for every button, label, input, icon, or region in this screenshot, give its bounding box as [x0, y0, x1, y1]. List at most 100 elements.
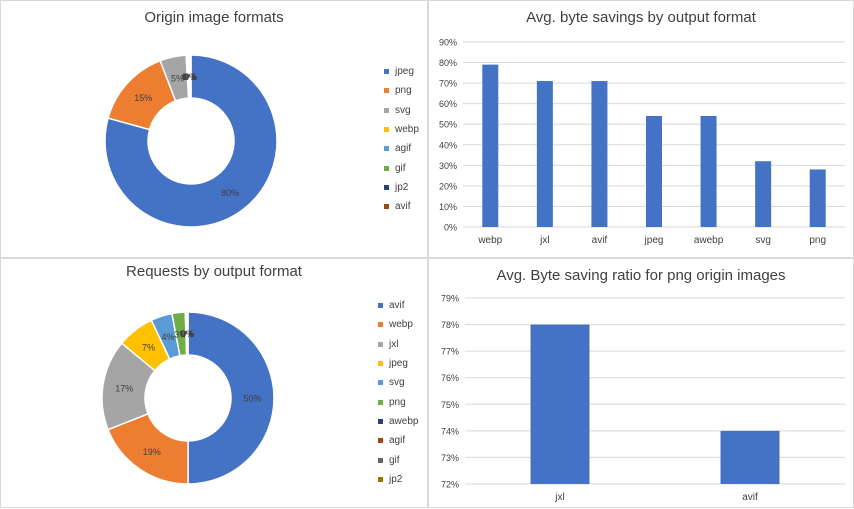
slice-label: 4%: [162, 332, 175, 342]
legend-item-webp: webp: [378, 315, 418, 334]
requests-donut: 50%19%17%7%4%3%0%0%0%0%: [101, 311, 275, 485]
legend-label: gif: [395, 162, 406, 174]
legend-label: agif: [389, 435, 406, 447]
origin-formats-panel: Origin image formats 80%15%5%0%0%0%0%0% …: [0, 0, 428, 258]
slice-label: 5%: [171, 73, 184, 83]
legend-label: agif: [395, 143, 412, 155]
legend-swatch: [378, 399, 383, 405]
y-tick-label: 79%: [441, 294, 459, 304]
x-tick-label: jpeg: [644, 235, 664, 246]
y-tick-label: 30%: [439, 161, 457, 171]
bar-avif: [720, 430, 780, 484]
legend-swatch: [378, 361, 383, 367]
slice-label: 3%: [174, 329, 187, 339]
requests-legend: avif webp jxl jpeg svg png awebp agif gif jp2: [378, 296, 418, 489]
slice-label: 19%: [143, 447, 161, 457]
legend-swatch: [384, 88, 389, 94]
y-tick-label: 50%: [439, 120, 457, 130]
legend-swatch: [378, 457, 383, 463]
legend-swatch: [384, 146, 389, 152]
legend-swatch: [384, 127, 389, 133]
legend-item-agif: agif: [384, 139, 419, 158]
y-tick-label: 73%: [441, 453, 459, 463]
slice-jp2: [186, 311, 189, 356]
legend-item-jxl: jxl: [378, 335, 418, 354]
legend-item-jpeg: jpeg: [378, 354, 418, 373]
y-tick-label: 78%: [441, 320, 459, 330]
legend-swatch: [384, 165, 389, 171]
y-tick-label: 72%: [441, 480, 459, 490]
png-origin-bar-chart: 72% 73% 74% 75% 76% 77% 78% 79% jxl avif: [441, 294, 845, 503]
legend-label: jpeg: [395, 66, 414, 78]
origin-formats-legend: jpeg png svg webp agif gif jp2 avif: [384, 62, 419, 216]
x-tick-label: avif: [592, 235, 608, 246]
bar-avif: [591, 81, 608, 227]
legend-item-svg: svg: [378, 373, 418, 392]
legend-item-png: png: [384, 81, 419, 100]
legend-swatch: [378, 438, 383, 444]
slice-label: 0%: [181, 329, 194, 339]
x-tick-label: png: [809, 235, 826, 246]
legend-swatch: [378, 322, 383, 328]
byte-savings-bar-chart: 0% 10% 20% 30% 40% 50% 60% 70% 80% 90% webp jxl avif…: [439, 38, 845, 246]
legend-label: svg: [389, 377, 405, 389]
legend-swatch: [384, 107, 389, 113]
legend-item-awebp: awebp: [378, 412, 418, 431]
y-tick-label: 75%: [441, 400, 459, 410]
legend-label: png: [389, 396, 406, 408]
legend-label: jpeg: [389, 358, 408, 370]
legend-swatch: [378, 476, 383, 482]
y-tick-label: 80%: [439, 58, 457, 68]
bar-webp: [482, 64, 499, 227]
legend-label: awebp: [389, 415, 419, 427]
legend-item-jp2: jp2: [378, 470, 418, 489]
legend-item-jpeg: jpeg: [384, 62, 419, 81]
slice-label: 80%: [221, 188, 239, 198]
slice-label: 0%: [184, 72, 197, 82]
x-tick-label: svg: [755, 235, 771, 246]
legend-label: jp2: [395, 181, 409, 193]
legend-label: avif: [395, 201, 411, 213]
x-tick-label: jxl: [554, 492, 564, 503]
legend-item-svg: svg: [384, 101, 419, 120]
y-tick-label: 40%: [439, 140, 457, 150]
legend-label: svg: [395, 104, 411, 116]
origin-formats-donut: 80%15%5%0%0%0%0%0%: [104, 54, 278, 228]
legend-swatch: [378, 380, 383, 386]
bar-png: [809, 169, 826, 227]
slice-label: 7%: [142, 343, 155, 353]
y-tick-label: 20%: [439, 181, 457, 191]
legend-label: avif: [389, 300, 405, 312]
requests-panel: Requests by output format 50% 19% 17% 7% 4% 3…: [0, 258, 428, 508]
bar-svg: [755, 161, 772, 227]
legend-item-agif: agif: [378, 431, 418, 450]
y-tick-label: 90%: [439, 38, 457, 48]
legend-swatch: [384, 204, 389, 210]
bar-jpeg: [646, 116, 662, 227]
legend-item-png: png: [378, 392, 418, 411]
bar-jxl: [530, 324, 590, 484]
y-tick-label: 0%: [444, 223, 457, 233]
slice-avif: [189, 54, 192, 99]
legend-swatch: [378, 303, 383, 309]
y-tick-label: 60%: [439, 99, 457, 109]
x-tick-label: avif: [742, 492, 758, 503]
y-tick-label: 70%: [439, 79, 457, 89]
x-tick-label: awebp: [694, 235, 724, 246]
slice-label: 17%: [115, 383, 133, 393]
legend-item-avif: avif: [384, 197, 419, 216]
legend-label: webp: [389, 319, 413, 331]
slice-jpeg: [104, 54, 278, 228]
legend-item-webp: webp: [384, 120, 419, 139]
legend-label: jp2: [389, 473, 403, 485]
legend-item-avif: avif: [378, 296, 418, 315]
byte-savings-panel: Avg. byte savings by output format 0% 10%…: [428, 0, 854, 258]
chart-title: Avg. byte savings by output format: [526, 9, 756, 26]
legend-item-gif: gif: [384, 158, 419, 177]
y-tick-label: 10%: [439, 202, 457, 212]
legend-item-gif: gif: [378, 450, 418, 469]
x-tick-label: webp: [477, 235, 502, 246]
legend-item-jp2: jp2: [384, 178, 419, 197]
y-tick-label: 76%: [441, 373, 459, 383]
chart-title: Requests by output format: [126, 263, 302, 280]
